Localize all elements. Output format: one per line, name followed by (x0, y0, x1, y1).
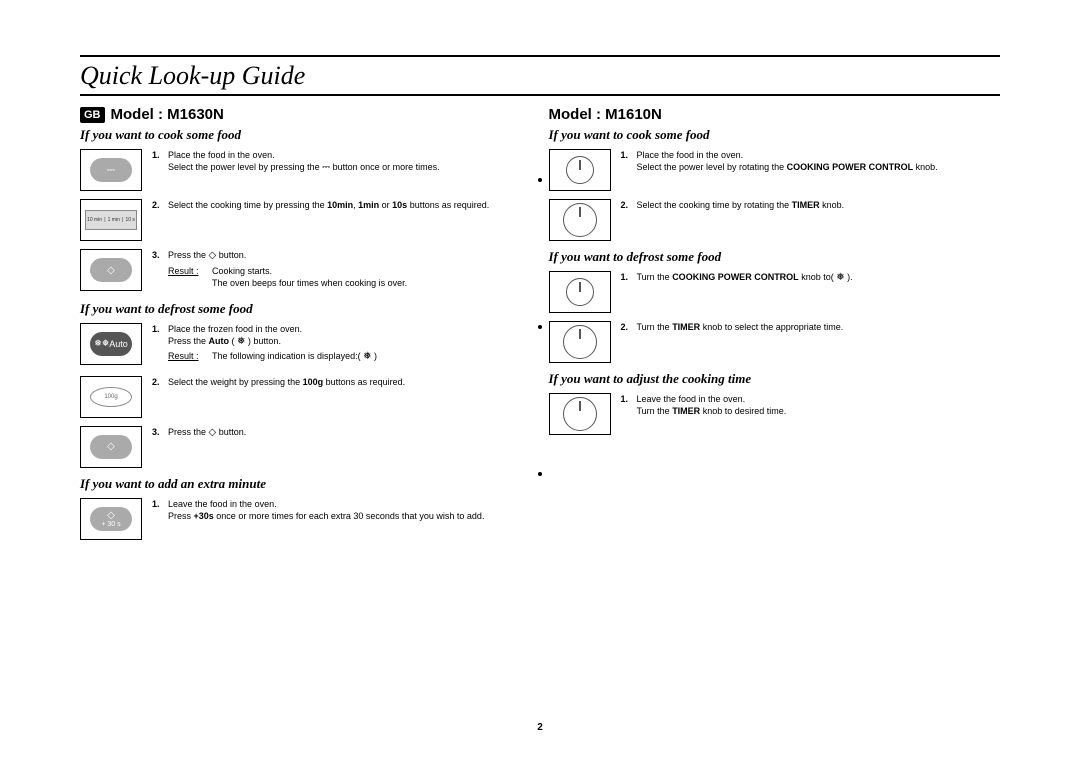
page-title: Quick Look-up Guide (80, 61, 1000, 96)
sub-head-defrost-left: If you want to defrost some food (80, 301, 532, 317)
step-row: ❅❅Auto 1. Place the frozen food in the o… (80, 323, 532, 368)
step-text: Place the food in the oven. Select the p… (168, 149, 532, 175)
sub-head-defrost-right: If you want to defrost some food (549, 249, 1001, 265)
step-text: Leave the food in the oven. Turn the TIM… (637, 393, 1001, 417)
page-number: 2 (537, 722, 543, 733)
step-text: Turn the TIMER knob to select the approp… (637, 321, 1001, 333)
sub-head-cook-right: If you want to cook some food (549, 127, 1001, 143)
top-rule (80, 55, 1000, 57)
timer-knob-icon (549, 199, 611, 241)
start-button-icon: ◇ (80, 249, 142, 291)
step-row: 2. Select the cooking time by rotating t… (549, 199, 1001, 241)
time-buttons-icon: 10 min|1 min|10 s (80, 199, 142, 241)
sub-head-cook-left: If you want to cook some food (80, 127, 532, 143)
step-text: Press the ◇ button. (168, 426, 532, 440)
plus30s-button-icon: ◇+ 30 s (80, 498, 142, 540)
power-knob-icon (549, 271, 611, 313)
sub-head-extra-left: If you want to add an extra minute (80, 476, 532, 492)
step-text: Leave the food in the oven. Press +30s o… (168, 498, 532, 522)
power-knob-icon (549, 149, 611, 191)
sub-head-adjust-right: If you want to adjust the cooking time (549, 371, 1001, 387)
timer-knob-icon (549, 393, 611, 435)
step-row: 100g 2. Select the weight by pressing th… (80, 376, 532, 418)
step-text: Place the food in the oven. Select the p… (637, 149, 1001, 173)
step-row: ◇ 3. Press the ◇ button. (80, 426, 532, 468)
start-button-icon: ◇ (80, 426, 142, 468)
step-num: 1. (152, 149, 168, 175)
step-row: 2. Turn the TIMER knob to select the app… (549, 321, 1001, 363)
step-text: Select the weight by pressing the 100g b… (168, 376, 532, 388)
column-left: GB Model : M1630N If you want to cook som… (80, 106, 540, 548)
content-columns: GB Model : M1630N If you want to cook som… (80, 106, 1000, 548)
model-left: Model : M1630N (111, 106, 224, 123)
model-line-left: GB Model : M1630N (80, 106, 532, 123)
step-row: 1. Leave the food in the oven. Turn the … (549, 393, 1001, 435)
auto-button-icon: ❅❅Auto (80, 323, 142, 365)
step-text: Select the cooking time by rotating the … (637, 199, 1001, 211)
gb-badge: GB (80, 107, 105, 123)
step-row: 1. Place the food in the oven. Select th… (549, 149, 1001, 191)
timer-knob-icon (549, 321, 611, 363)
step-row: 10 min|1 min|10 s 2. Select the cooking … (80, 199, 532, 241)
step-text: Select the cooking time by pressing the … (168, 199, 532, 211)
power-button-icon: ⎓ (80, 149, 142, 191)
step-row: ◇ 3. Press the ◇ button. Result :Cooking… (80, 249, 532, 293)
step-text: Place the frozen food in the oven. Press… (168, 323, 532, 364)
step-text: Turn the COOKING POWER CONTROL knob to( … (637, 271, 1001, 285)
column-right: Model : M1610N If you want to cook some … (541, 106, 1001, 548)
step-row: ⎓ 1. Place the food in the oven. Select … (80, 149, 532, 191)
step-row: 1. Turn the COOKING POWER CONTROL knob t… (549, 271, 1001, 313)
step-row: ◇+ 30 s 1. Leave the food in the oven. P… (80, 498, 532, 540)
step-text: Press the ◇ button. Result :Cooking star… (168, 249, 532, 289)
100g-button-icon: 100g (80, 376, 142, 418)
model-right: Model : M1610N (549, 106, 1001, 123)
